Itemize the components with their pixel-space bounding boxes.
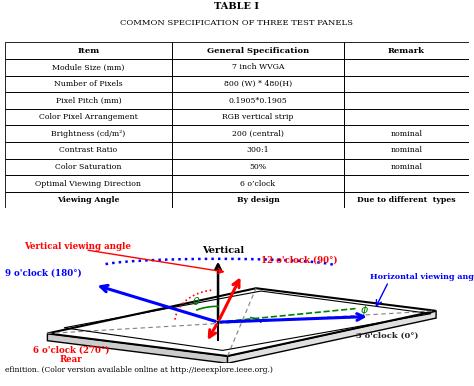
Bar — [5, 42, 172, 59]
Text: TABLE I: TABLE I — [215, 2, 259, 11]
Text: Vertical viewing angle: Vertical viewing angle — [24, 242, 130, 251]
Text: Pixel Pitch (mm): Pixel Pitch (mm) — [55, 96, 121, 105]
Bar — [5, 125, 172, 142]
Text: 300:1: 300:1 — [246, 146, 269, 154]
Polygon shape — [228, 311, 436, 363]
Text: 7 inch WVGA: 7 inch WVGA — [232, 63, 284, 71]
Text: Viewing Angle: Viewing Angle — [57, 196, 119, 204]
Text: COMMON SPECIFICATION OF THREE TEST PANELS: COMMON SPECIFICATION OF THREE TEST PANEL… — [120, 19, 354, 27]
Text: By design: By design — [237, 196, 279, 204]
Polygon shape — [47, 288, 436, 356]
Text: Vertical: Vertical — [202, 246, 244, 256]
Text: Due to different  types: Due to different types — [357, 196, 456, 204]
Text: 6 o’clock: 6 o’clock — [240, 179, 275, 188]
Text: 50%: 50% — [249, 163, 266, 171]
Bar — [344, 192, 469, 208]
Text: Horizontal viewing angle: Horizontal viewing angle — [370, 273, 474, 281]
Text: Contrast Ratio: Contrast Ratio — [59, 146, 118, 154]
Bar — [172, 42, 344, 59]
Text: Brightness (cd/m²): Brightness (cd/m²) — [51, 130, 126, 138]
Bar — [172, 159, 344, 175]
Bar — [5, 109, 172, 125]
Bar — [172, 192, 344, 208]
Bar — [172, 142, 344, 159]
Text: RGB vertical strip: RGB vertical strip — [222, 113, 294, 121]
Bar — [5, 92, 172, 109]
Text: 0.1905*0.1905: 0.1905*0.1905 — [228, 96, 287, 105]
Text: Optimal Viewing Direction: Optimal Viewing Direction — [36, 179, 141, 188]
Text: 12 o'clock (90°): 12 o'clock (90°) — [261, 255, 337, 264]
Text: Item: Item — [77, 47, 100, 55]
Text: Module Size (mm): Module Size (mm) — [52, 63, 125, 71]
Bar — [344, 159, 469, 175]
Bar — [5, 76, 172, 92]
Text: Color Pixel Arrangement: Color Pixel Arrangement — [39, 113, 138, 121]
Bar — [344, 76, 469, 92]
Bar — [5, 142, 172, 159]
Bar — [344, 42, 469, 59]
Bar — [172, 76, 344, 92]
Polygon shape — [47, 334, 228, 363]
Bar — [5, 175, 172, 192]
Bar — [172, 109, 344, 125]
Bar — [5, 192, 172, 208]
Bar — [344, 109, 469, 125]
Text: $\theta$: $\theta$ — [192, 295, 201, 307]
Text: efinition. (Color version available online at http://ieeexplore.ieee.org.): efinition. (Color version available onli… — [5, 366, 273, 374]
Text: nominal: nominal — [391, 130, 422, 138]
Text: Rear: Rear — [60, 355, 82, 364]
Text: Color Saturation: Color Saturation — [55, 163, 122, 171]
Bar — [344, 125, 469, 142]
Text: 800 (W) * 480(H): 800 (W) * 480(H) — [224, 80, 292, 88]
Bar — [172, 175, 344, 192]
Bar — [5, 59, 172, 76]
Bar — [5, 159, 172, 175]
Text: General Specification: General Specification — [207, 47, 309, 55]
Bar — [172, 59, 344, 76]
Text: 200 (central): 200 (central) — [232, 130, 284, 138]
Text: 3 o'clock (0°): 3 o'clock (0°) — [356, 332, 418, 340]
Text: Remark: Remark — [388, 47, 425, 55]
Bar — [344, 175, 469, 192]
Text: Number of Pixels: Number of Pixels — [54, 80, 123, 88]
Text: 6 o'clock (270°): 6 o'clock (270°) — [33, 346, 109, 355]
Text: nominal: nominal — [391, 146, 422, 154]
Bar — [344, 59, 469, 76]
Bar — [344, 142, 469, 159]
Bar — [344, 92, 469, 109]
Text: 9 o'clock (180°): 9 o'clock (180°) — [5, 269, 82, 278]
Bar — [172, 125, 344, 142]
Text: nominal: nominal — [391, 163, 422, 171]
Text: $\phi$: $\phi$ — [360, 303, 369, 317]
Bar — [172, 92, 344, 109]
